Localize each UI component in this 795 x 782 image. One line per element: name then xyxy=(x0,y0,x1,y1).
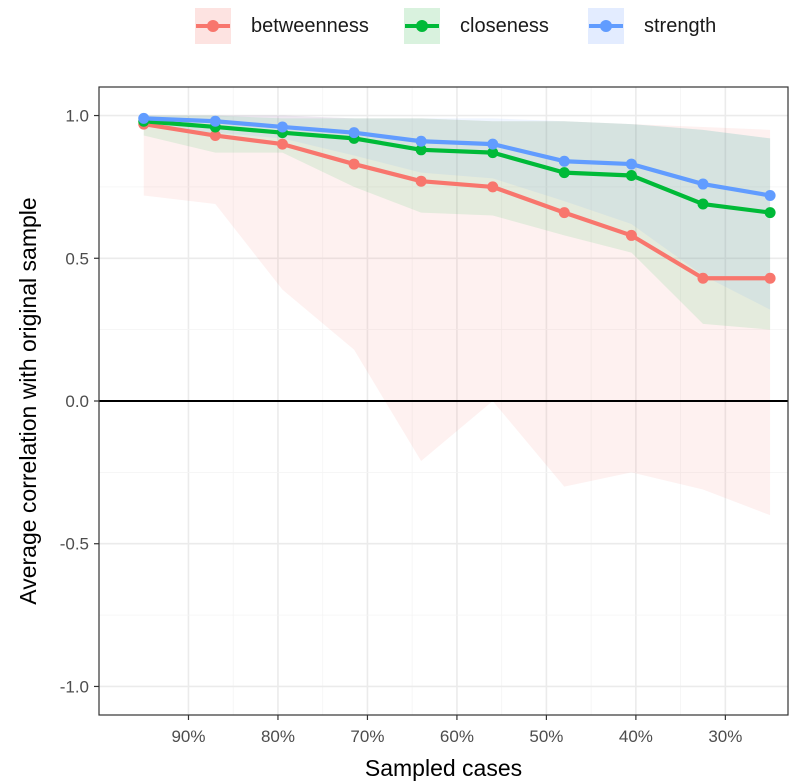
line-strength xyxy=(141,116,773,198)
x-tick-label: 80% xyxy=(261,727,295,746)
x-tick-label: 90% xyxy=(171,727,205,746)
point-betweenness xyxy=(348,158,360,170)
y-axis-title: Average correlation with original sample xyxy=(15,197,41,604)
band-closeness xyxy=(143,115,771,330)
point-closeness xyxy=(558,167,570,179)
series-points xyxy=(138,112,776,284)
x-tick-label: 50% xyxy=(529,727,563,746)
x-axis-title: Sampled cases xyxy=(365,755,522,781)
y-tick-label: 0.5 xyxy=(65,249,89,268)
legend-label-betweenness: betweenness xyxy=(251,14,369,37)
legend-item-betweenness: betweenness xyxy=(193,6,369,46)
point-strength xyxy=(558,155,570,167)
legend-item-closeness: closeness xyxy=(402,6,549,46)
y-tick-label: -1.0 xyxy=(60,677,89,696)
legend: betweenness closeness strength xyxy=(0,6,795,46)
point-strength xyxy=(764,189,776,201)
series-lines xyxy=(141,116,773,281)
legend-label-strength: strength xyxy=(644,14,717,37)
point-betweenness xyxy=(697,272,709,284)
point-strength xyxy=(625,158,637,170)
point-strength xyxy=(276,121,288,133)
legend-key-strength xyxy=(586,6,626,46)
y-tick-label: 0.0 xyxy=(65,392,89,411)
point-closeness xyxy=(764,207,776,219)
y-tick-label: 1.0 xyxy=(65,107,89,126)
point-strength xyxy=(415,135,427,147)
line-closeness xyxy=(141,119,773,215)
y-axis: -1.0 -0.5 0.0 0.5 1.0 xyxy=(60,107,99,696)
point-betweenness xyxy=(558,207,570,219)
point-strength xyxy=(348,127,360,139)
line-betweenness xyxy=(141,122,773,281)
point-closeness xyxy=(625,169,637,181)
x-tick-label: 60% xyxy=(440,727,474,746)
legend-label-closeness: closeness xyxy=(460,14,549,37)
point-strength xyxy=(138,112,150,124)
x-tick-label: 70% xyxy=(350,727,384,746)
legend-key-closeness xyxy=(402,6,442,46)
point-closeness xyxy=(697,198,709,210)
y-tick-label: -0.5 xyxy=(60,535,89,554)
point-betweenness xyxy=(209,130,221,142)
legend-key-betweenness xyxy=(193,6,233,46)
x-tick-label: 40% xyxy=(619,727,653,746)
point-betweenness xyxy=(415,175,427,187)
point-strength xyxy=(209,115,221,127)
point-strength xyxy=(487,138,499,150)
point-betweenness xyxy=(625,229,637,241)
point-closeness xyxy=(487,147,499,159)
point-closeness xyxy=(415,144,427,156)
point-betweenness xyxy=(276,138,288,150)
point-betweenness xyxy=(764,272,776,284)
x-axis: 90% 80% 70% 60% 50% 40% 30% xyxy=(171,715,742,746)
point-betweenness xyxy=(487,181,499,193)
point-strength xyxy=(697,178,709,190)
band-betweenness xyxy=(143,115,771,516)
legend-item-strength: strength xyxy=(586,6,716,46)
x-tick-label: 30% xyxy=(708,727,742,746)
